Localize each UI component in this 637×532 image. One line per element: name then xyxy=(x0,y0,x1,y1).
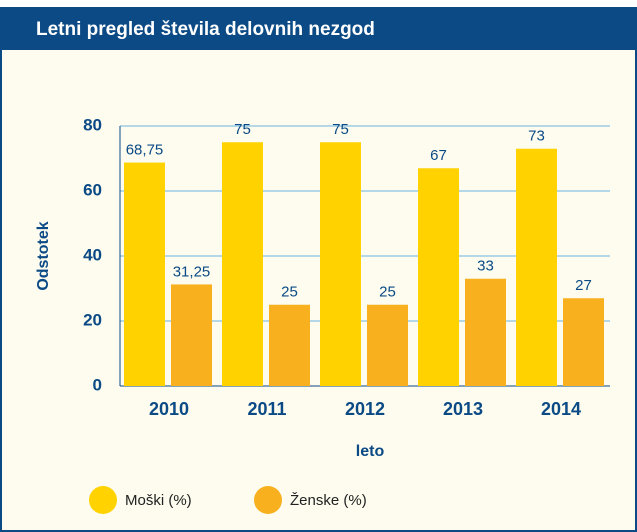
legend-label: Ženske (%) xyxy=(290,492,367,509)
bar xyxy=(124,162,165,386)
data-label: 25 xyxy=(281,284,298,301)
bar xyxy=(516,148,557,386)
y-tick-label: 40 xyxy=(83,245,102,264)
y-tick-label: 80 xyxy=(83,115,102,134)
data-label: 68,75 xyxy=(126,142,164,159)
x-tick-label: 2013 xyxy=(443,399,483,419)
legend-swatch xyxy=(254,486,282,514)
data-label: 25 xyxy=(379,284,396,301)
data-label: 75 xyxy=(234,121,251,138)
y-tick-label: 20 xyxy=(83,310,102,329)
data-label: 33 xyxy=(477,258,494,275)
legend-label: Moški (%) xyxy=(125,492,192,509)
data-label: 73 xyxy=(528,128,545,145)
data-label: 27 xyxy=(575,277,592,294)
bar xyxy=(320,142,361,386)
bar xyxy=(563,298,604,386)
bar xyxy=(465,278,506,386)
y-tick-label: 60 xyxy=(83,180,102,199)
data-label: 75 xyxy=(332,121,349,138)
header xyxy=(0,8,637,50)
data-label: 31,25 xyxy=(173,263,211,280)
legend-swatch xyxy=(89,486,117,514)
x-tick-label: 2010 xyxy=(149,399,189,419)
x-tick-label: 2011 xyxy=(247,399,286,419)
bar xyxy=(418,168,459,386)
bar xyxy=(222,142,263,386)
chart-title: Letni pregled števila delovnih nezgod xyxy=(36,19,375,40)
x-tick-label: 2014 xyxy=(541,399,581,419)
x-axis-label: leto xyxy=(356,443,385,460)
data-label: 67 xyxy=(430,147,447,164)
bar xyxy=(171,284,212,386)
bar xyxy=(269,304,310,386)
x-tick-label: 2012 xyxy=(345,399,385,419)
bar xyxy=(367,304,408,386)
y-tick-label: 0 xyxy=(93,375,102,394)
y-axis-label: Odstotek xyxy=(35,221,52,290)
